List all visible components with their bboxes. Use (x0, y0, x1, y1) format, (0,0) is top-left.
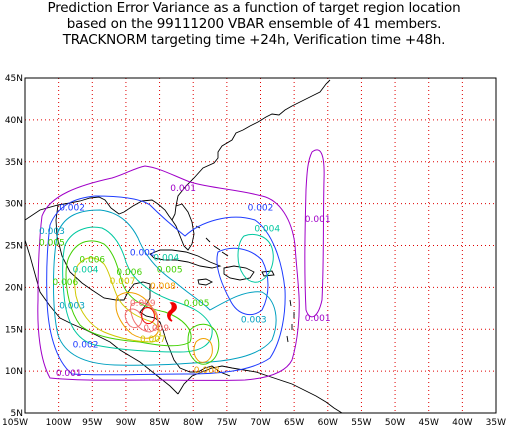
lon-tick-label: 45W (419, 418, 439, 428)
lon-tick-label: 100W (46, 418, 72, 428)
lon-tick-label: 80W (183, 418, 203, 428)
lat-lon-grid (25, 78, 496, 413)
contour-label: 0.007 (140, 335, 166, 345)
lesser-antilles (286, 299, 295, 343)
contour-label: 0.009 (130, 299, 156, 309)
contour-labels: 0.001 0.001 0.001 0.001 0.002 0.002 0.002 0.002… (39, 184, 331, 379)
contour-line-yellow (74, 257, 161, 343)
coastlines (25, 79, 343, 413)
north-america-coast (25, 79, 331, 221)
lon-tick-label: 90W (116, 418, 136, 428)
contour-line-salmon (130, 301, 159, 333)
lat-tick-label: 45N (5, 74, 23, 84)
contour-label: 0.002 (248, 203, 274, 213)
contour-label: 0.001 (305, 215, 331, 225)
contour-line-purple (304, 149, 325, 318)
lat-tick-label: 35N (5, 158, 23, 168)
contour-label: 0.004 (73, 265, 99, 275)
bahamas-islands (195, 225, 229, 257)
contour-line-blue (216, 247, 269, 316)
lat-tick-label: 10N (5, 367, 23, 377)
lon-tick-label: 40W (452, 418, 472, 428)
contour-label: 0.007 (110, 277, 136, 287)
lat-tick-label: 15N (5, 325, 23, 335)
lon-tick-label: 85W (149, 418, 169, 428)
contour-line-teal (62, 226, 213, 353)
contour-line-cyan (53, 209, 277, 366)
contour-label: 0.008 (150, 282, 176, 292)
title-line-1: Prediction Error Variance as a function … (47, 0, 461, 16)
lat-tick-label: 5N (11, 409, 23, 419)
lon-tick-label: 50W (385, 418, 405, 428)
contour-line-blue (46, 195, 286, 376)
contour-label: 0.003 (59, 301, 85, 311)
puerto-rico-outline (261, 270, 275, 277)
contour-label: 0.001 (56, 369, 82, 379)
contour-line-teal (237, 234, 274, 283)
lon-tick-label: 105W (2, 418, 28, 428)
lon-tick-label: 95W (82, 418, 102, 428)
contour-label: 0.001 (305, 314, 331, 324)
verification-storm-marker (167, 302, 177, 322)
contour-label: 0.001 (170, 184, 196, 194)
contour-label: 0.003 (241, 316, 267, 326)
mexico-central-america-coast (55, 204, 231, 377)
title-block: Prediction Error Variance as a function … (0, 0, 508, 48)
contour-line-orange (193, 338, 213, 363)
contour-label: 0.002 (59, 203, 85, 213)
lon-tick-label: 35W (486, 418, 506, 428)
contour-label: 0.006 (116, 268, 142, 278)
contour-label: 0.005 (39, 239, 65, 249)
contour-label: 0.002 (73, 341, 99, 351)
contour-label: 0.003 (39, 227, 65, 237)
lat-tick-label: 40N (5, 116, 23, 126)
lat-tick-label: 30N (5, 200, 23, 210)
contour-line-orange (115, 292, 159, 339)
lon-tick-label: 75W (217, 418, 237, 428)
cuba-outline (149, 249, 222, 269)
lat-tick-label: 20N (5, 283, 23, 293)
plot-frame (24, 77, 497, 414)
jamaica-outline (197, 278, 214, 286)
contour-line-purple (37, 165, 300, 381)
lon-tick-label: 55W (351, 418, 371, 428)
contour-label: 0.004 (254, 224, 280, 234)
contour-label: 0.004 (153, 254, 179, 264)
contour-label: 0.008 (194, 366, 220, 376)
contour-line-green (65, 240, 192, 347)
title-line-3: TRACKNORM targeting time +24h, Verificat… (62, 32, 446, 48)
contour-label: 0.002 (130, 249, 156, 259)
lat-tick-label: 25N (5, 242, 23, 252)
contour-label: 0.006 (52, 278, 78, 288)
title-line-2: based on the 99111200 VBAR ensemble of 4… (66, 16, 442, 32)
florida-coast (171, 203, 195, 251)
contour-label: 0.009 (143, 324, 169, 334)
contour-line-green (187, 323, 220, 365)
lon-tick-label: 70W (250, 418, 270, 428)
hispaniola-outline (223, 265, 255, 281)
contour-label: 0.005 (184, 299, 210, 309)
contour-line-salmon (124, 308, 143, 329)
lon-tick-label: 65W (284, 418, 304, 428)
contour-line-red (141, 307, 155, 325)
contour-label: 0.005 (157, 265, 183, 275)
lon-tick-label: 60W (318, 418, 338, 428)
contour-label: 0.006 (79, 255, 105, 265)
contour-lines (37, 149, 325, 381)
